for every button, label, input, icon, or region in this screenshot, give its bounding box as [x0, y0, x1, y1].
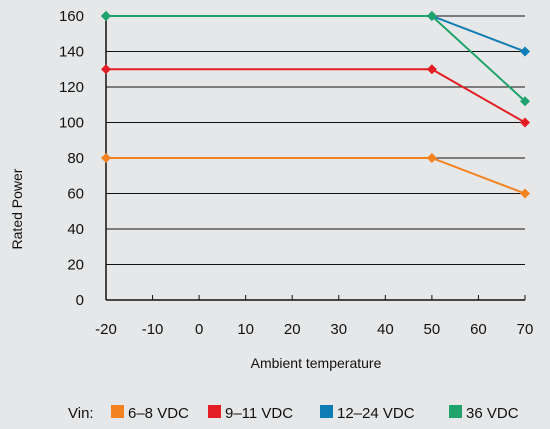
legend-label: 6–8 VDC: [128, 405, 189, 422]
x-tick-label: 20: [284, 321, 301, 338]
series-layer: [101, 11, 530, 199]
y-tick-label: 160: [59, 8, 84, 25]
legend-swatch: [320, 405, 333, 418]
legend: Vin: 6–8 VDC 9–11 VDC 12–24 VDC 36 VDC: [68, 405, 519, 422]
x-tick-label: 70: [517, 321, 534, 338]
data-point: [101, 153, 111, 163]
legend-label: 9–11 VDC: [225, 405, 293, 422]
x-tick-label: -10: [142, 321, 164, 338]
data-point: [520, 46, 530, 57]
y-axis-title: Rated Power: [9, 168, 25, 249]
x-tick-label: 0: [195, 321, 203, 338]
y-tick-label: 0: [76, 292, 84, 309]
data-point: [101, 11, 111, 21]
x-tick-label: 30: [330, 321, 347, 338]
data-point: [426, 153, 437, 163]
series-3: [101, 11, 530, 57]
data-point: [520, 188, 530, 199]
legend-swatch: [111, 405, 124, 418]
y-tick-label: 120: [59, 79, 84, 96]
series-line: [106, 15, 526, 102]
y-tick-label: 20: [67, 257, 84, 274]
y-tick-label: 80: [67, 150, 84, 167]
series-4: [101, 11, 530, 107]
grid-lines: [106, 15, 525, 265]
x-tick-label: 50: [424, 321, 441, 338]
x-tick-label: 10: [237, 321, 254, 338]
legend-label: 36 VDC: [466, 405, 519, 422]
data-point: [426, 11, 437, 21]
data-point: [426, 64, 437, 75]
series-line: [106, 15, 526, 53]
x-tick-label: 40: [377, 321, 394, 338]
tick-labels: 0 20 40 60 80 100 120 140 160 -20 -10 0 10 20 30 40 50 60…: [59, 8, 533, 338]
x-axis-title: Ambient temperature: [251, 355, 382, 371]
y-tick-label: 60: [67, 186, 84, 203]
legend-label: 12–24 VDC: [337, 405, 415, 422]
x-tick-label: 60: [470, 321, 487, 338]
series-2: [101, 64, 530, 128]
series-1: [101, 153, 530, 199]
y-tick-label: 140: [59, 44, 84, 61]
x-tick-label: -20: [95, 321, 117, 338]
y-tick-label: 100: [59, 115, 84, 132]
series-line: [106, 68, 526, 124]
data-point: [520, 117, 530, 128]
legend-swatch: [208, 405, 221, 418]
series-line: [106, 157, 526, 195]
legend-prefix: Vin:: [68, 405, 94, 422]
data-point: [101, 64, 111, 75]
data-point: [520, 96, 530, 107]
legend-swatch: [449, 405, 462, 418]
y-tick-label: 40: [67, 221, 84, 238]
